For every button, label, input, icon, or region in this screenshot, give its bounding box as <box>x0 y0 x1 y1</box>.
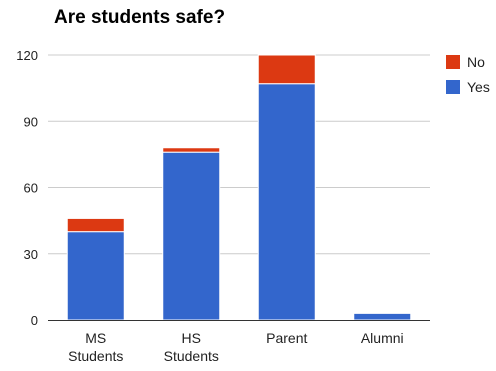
bar-yes <box>353 312 412 321</box>
y-tick-label: 120 <box>16 48 38 63</box>
x-tick-label: Alumni <box>361 330 404 346</box>
chart-title: Are students safe? <box>54 7 226 28</box>
bar-yes <box>66 231 125 321</box>
x-tick-label: Students <box>164 348 219 364</box>
bar-yes <box>257 83 316 321</box>
y-tick-label: 90 <box>24 114 38 129</box>
bar-no <box>66 217 125 233</box>
bar-no <box>257 54 316 85</box>
bar-yes <box>162 151 221 321</box>
legend-swatch-no <box>446 55 460 69</box>
x-tick-label: MS <box>85 330 106 346</box>
x-tick-label: Parent <box>266 330 307 346</box>
legend-label-no: No <box>467 54 485 70</box>
legend-swatch-yes <box>446 80 460 94</box>
x-tick-label: Students <box>68 348 123 364</box>
y-tick-label: 60 <box>24 181 38 196</box>
x-tick-label: HS <box>182 330 201 346</box>
y-tick-label: 0 <box>31 313 38 328</box>
y-tick-label: 30 <box>24 247 38 262</box>
legend-label-yes: Yes <box>467 79 490 95</box>
bar-no <box>162 147 221 153</box>
